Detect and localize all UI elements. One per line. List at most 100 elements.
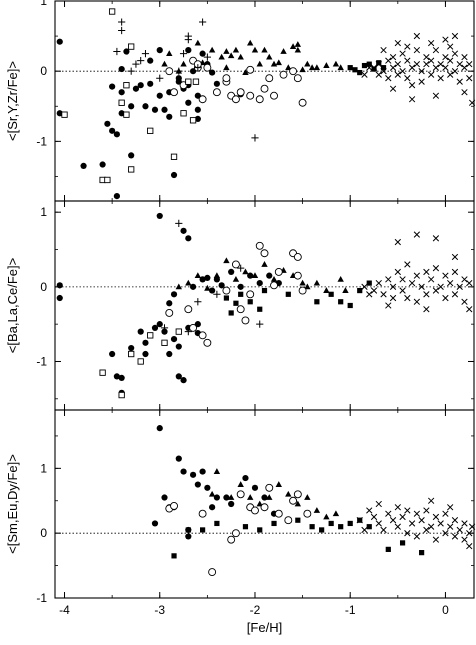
filled-triangle-point: [256, 60, 263, 67]
cross-point: [437, 61, 444, 68]
open-circle-point: [274, 509, 283, 518]
cross-point: [380, 526, 387, 534]
open-circle-point: [184, 305, 193, 314]
cross-point: [413, 533, 421, 540]
cross-point: [432, 235, 440, 242]
open-circle-point: [260, 503, 269, 512]
plus-point: [213, 290, 221, 298]
x-tick-label: -4: [59, 603, 70, 617]
series-filled-circle: [56, 212, 282, 396]
filled-square-point: [357, 287, 363, 294]
y-tick-label: 0: [40, 280, 47, 294]
filled-triangle-point: [223, 257, 230, 264]
filled-square-point: [347, 520, 353, 527]
cross-point: [461, 276, 468, 283]
open-square-point: [185, 78, 192, 85]
open-circle-point: [208, 568, 217, 577]
open-circle-point: [289, 496, 298, 505]
filled-triangle-point: [332, 510, 340, 517]
cross-point: [447, 279, 454, 287]
open-circle-point: [236, 305, 245, 314]
open-square-point: [128, 166, 135, 173]
filled-circle-point: [56, 282, 63, 289]
open-circle-point: [279, 70, 288, 79]
x-tick-label: -2: [250, 603, 261, 617]
filled-triangle-point: [232, 46, 240, 53]
filled-square-point: [347, 302, 353, 309]
open-circle-point: [241, 316, 250, 325]
filled-circle-point: [113, 131, 120, 138]
filled-circle-point: [128, 103, 135, 110]
cross-point: [437, 520, 444, 527]
filled-triangle-point: [294, 46, 302, 53]
filled-square-point: [185, 527, 191, 533]
filled-square-point: [238, 291, 244, 297]
filled-circle-point: [99, 161, 106, 168]
cross-point: [385, 57, 392, 64]
open-square-point: [104, 176, 111, 184]
cross-point: [466, 542, 473, 550]
cross-point: [427, 39, 435, 47]
open-circle-point: [198, 509, 207, 518]
open-square-point: [175, 328, 182, 335]
y-tick-label: 0: [40, 526, 47, 540]
filled-circle-point: [156, 47, 163, 54]
cross-point: [456, 61, 463, 68]
cross-point: [461, 89, 468, 96]
plus-point: [156, 74, 164, 82]
cross-point: [432, 64, 440, 71]
plus-point: [137, 57, 145, 65]
filled-triangle-point: [304, 283, 311, 290]
cross-point: [385, 75, 392, 82]
series-open-square: [61, 8, 200, 184]
filled-triangle-point: [285, 490, 292, 497]
filled-triangle-point: [204, 284, 211, 291]
cross-point: [423, 268, 430, 276]
cross-point: [394, 504, 401, 511]
filled-circle-point: [113, 373, 120, 380]
cross-point: [389, 53, 397, 61]
cross-point: [408, 279, 416, 287]
cross-point: [451, 533, 459, 540]
plus-point: [127, 67, 135, 75]
filled-circle-point: [242, 474, 249, 482]
open-square-point: [161, 339, 168, 346]
cross-point: [423, 306, 430, 313]
filled-triangle-point: [266, 494, 273, 500]
filled-triangle-point: [294, 500, 302, 507]
cross-point: [366, 291, 373, 298]
cross-point: [375, 520, 382, 527]
open-square-point: [137, 358, 144, 365]
cross-point: [375, 61, 382, 68]
plus-point: [113, 47, 121, 56]
open-square-point: [108, 8, 116, 15]
cross-point: [394, 39, 401, 47]
filled-square-point: [314, 299, 320, 305]
open-square-point: [147, 127, 154, 134]
y-tick-label: 0: [40, 64, 47, 78]
filled-circle-point: [142, 350, 149, 358]
filled-circle-point: [166, 300, 173, 307]
filled-circle-point: [118, 110, 125, 117]
cross-point: [427, 497, 435, 504]
filled-triangle-point: [237, 53, 244, 60]
filled-triangle-point: [275, 59, 282, 66]
filled-square-point: [309, 524, 315, 530]
filled-circle-point: [185, 235, 192, 242]
filled-circle-point: [128, 152, 135, 159]
filled-triangle-point: [323, 62, 330, 68]
cross-point: [466, 75, 473, 82]
open-circle-point: [298, 98, 307, 107]
cross-point: [389, 294, 397, 302]
filled-triangle-point: [308, 64, 316, 71]
filled-square-point: [223, 295, 230, 301]
cross-point: [423, 291, 430, 298]
filled-circle-point: [213, 494, 220, 501]
open-circle-point: [246, 65, 255, 74]
filled-circle-point: [109, 350, 116, 358]
series-cross: [361, 32, 476, 106]
plus-point: [237, 264, 245, 272]
y-tick-label: 1: [40, 461, 47, 475]
open-circle-point: [293, 253, 302, 261]
panel-frame: [54, 409, 475, 599]
